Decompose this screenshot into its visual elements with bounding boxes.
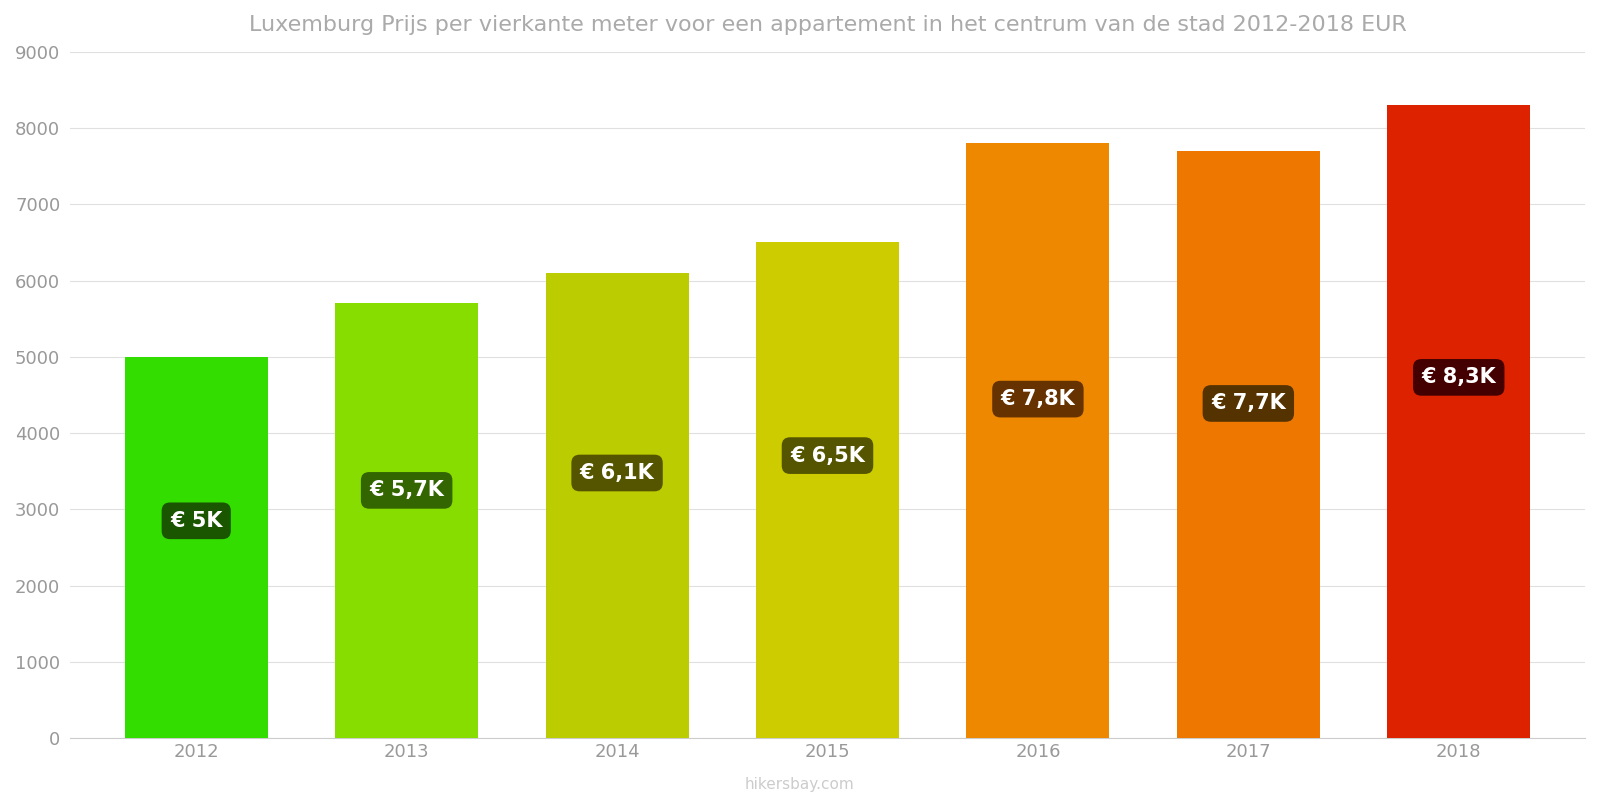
Bar [125,357,267,738]
Bar [966,143,1109,738]
Text: € 8,3K: € 8,3K [1421,367,1496,387]
Text: € 6,5K: € 6,5K [790,446,866,466]
Bar [1387,106,1530,738]
Text: € 7,7K: € 7,7K [1211,394,1286,414]
Title: Luxemburg Prijs per vierkante meter voor een appartement in het centrum van de s: Luxemburg Prijs per vierkante meter voor… [248,15,1406,35]
Text: € 6,1K: € 6,1K [579,463,654,483]
Bar [1176,151,1320,738]
Text: € 7,8K: € 7,8K [1000,389,1075,409]
Bar [755,242,899,738]
Text: € 5K: € 5K [170,511,222,531]
Text: € 5,7K: € 5,7K [370,480,445,500]
Bar [334,303,478,738]
Text: hikersbay.com: hikersbay.com [746,777,854,792]
Bar [546,273,688,738]
